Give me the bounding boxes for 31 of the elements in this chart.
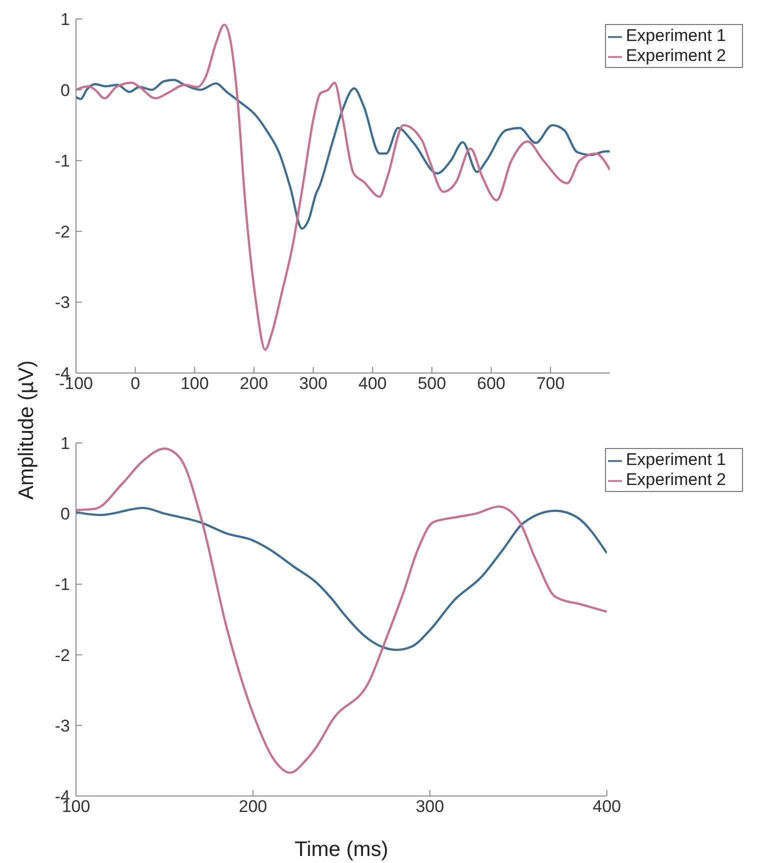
legend-label: Experiment 1 — [626, 26, 726, 45]
x-tick-label: 300 — [416, 797, 444, 816]
x-axis-title: Time (ms) — [294, 838, 388, 861]
x-tick-label: 600 — [477, 374, 506, 394]
y-tick-label: 1 — [60, 10, 70, 30]
legend-label: Experiment 2 — [626, 46, 726, 65]
y-tick-label: 1 — [60, 434, 70, 454]
y-tick-label: 0 — [60, 80, 70, 100]
y-axis-title: Amplitude (µV) — [15, 360, 39, 500]
x-tick-label: 500 — [418, 374, 446, 394]
line-series — [76, 78, 610, 230]
x-tick-label: 300 — [299, 374, 328, 394]
y-tick-label: -2 — [54, 646, 70, 665]
x-tick-label: 0 — [130, 374, 140, 394]
x-tick-label: 200 — [240, 374, 268, 394]
legend-label: Experiment 2 — [626, 470, 726, 489]
y-tick-label: -2 — [54, 222, 70, 242]
y-tick-label: -3 — [54, 293, 70, 312]
x-tick-label: 400 — [592, 797, 622, 816]
x-tick-label: 200 — [238, 797, 268, 816]
x-tick-label: 400 — [358, 374, 387, 394]
y-tick-label: -1 — [54, 152, 70, 171]
x-tick-label: 100 — [180, 374, 209, 394]
line-series — [76, 506, 607, 651]
y-tick-label: 0 — [60, 504, 70, 524]
y-tick-label: -3 — [54, 716, 70, 736]
line-series — [76, 448, 607, 774]
line-series — [76, 24, 610, 351]
x-tick-label: 700 — [536, 374, 565, 394]
y-tick-label: -1 — [54, 575, 70, 594]
legend-label: Experiment 1 — [626, 450, 726, 469]
